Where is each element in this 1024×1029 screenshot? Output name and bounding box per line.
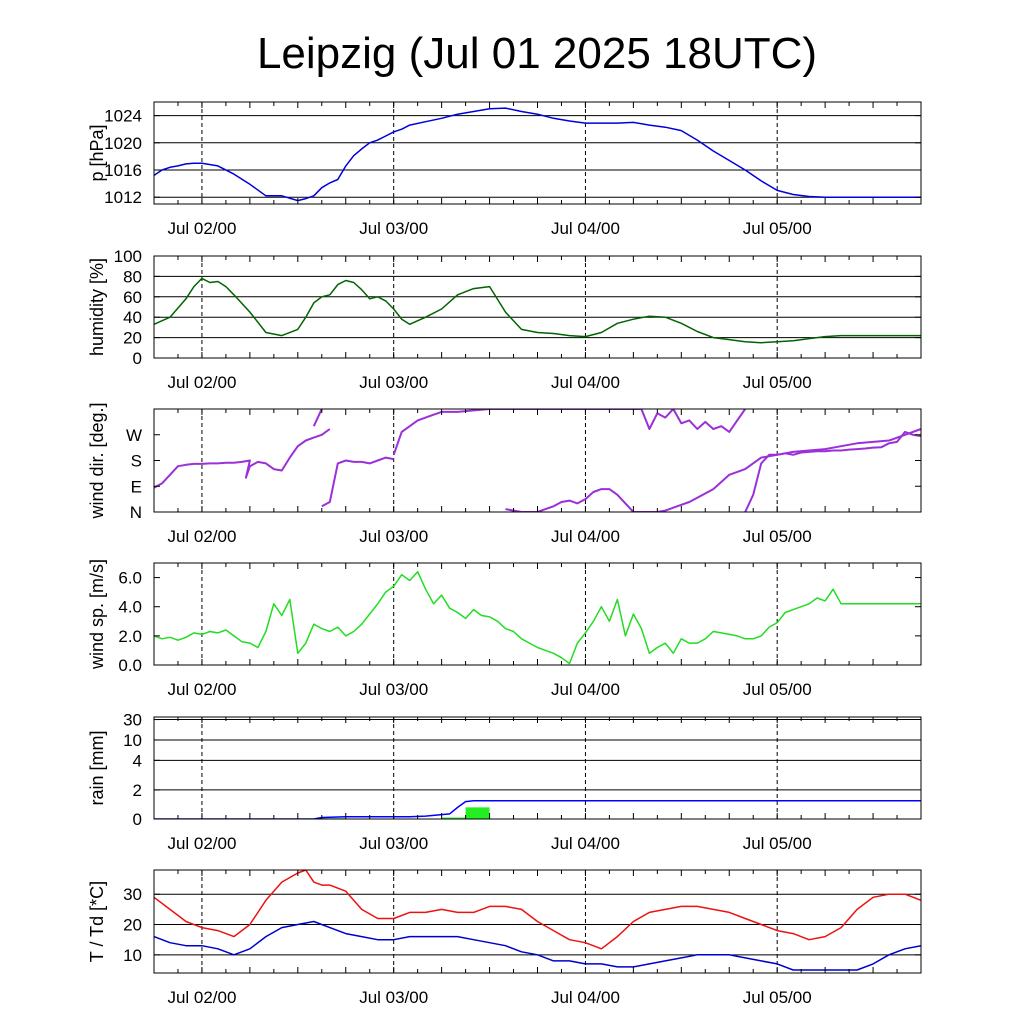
y-tick-label: S xyxy=(131,452,142,471)
panel-frame xyxy=(153,716,922,820)
series-line-wind_speed xyxy=(154,570,921,665)
y-tick-label: 0.0 xyxy=(118,656,142,675)
x-tick-label: Jul 05/00 xyxy=(743,373,812,392)
y-tick-label: 10 xyxy=(123,946,142,965)
x-tick-label: Jul 02/00 xyxy=(167,988,236,1007)
panel-frame xyxy=(153,408,922,513)
x-tick-label: Jul 04/00 xyxy=(551,988,620,1007)
x-tick-label: Jul 03/00 xyxy=(359,834,428,853)
x-tick-label: Jul 05/00 xyxy=(743,219,812,238)
panel-frame xyxy=(153,101,922,205)
y-axis-label: humidity [%] xyxy=(87,258,107,356)
data-group xyxy=(154,570,921,665)
y-axis-label: wind sp. [m/s] xyxy=(87,559,107,670)
rain-bar xyxy=(441,817,466,819)
x-tick-label: Jul 02/00 xyxy=(167,834,236,853)
x-tick-label: Jul 05/00 xyxy=(743,680,812,699)
y-tick-label: 0 xyxy=(133,810,142,829)
x-tick-label: Jul 04/00 xyxy=(551,834,620,853)
x-tick-label: Jul 05/00 xyxy=(743,527,812,546)
y-tick-label: 6.0 xyxy=(118,569,142,588)
wind-dir-segment xyxy=(505,428,921,512)
x-tick-label: Jul 02/00 xyxy=(167,373,236,392)
x-tick-label: Jul 04/00 xyxy=(551,680,620,699)
x-tick-label: Jul 02/00 xyxy=(167,527,236,546)
y-tick-label: 20 xyxy=(123,916,142,935)
wind-dir-segment xyxy=(154,428,331,489)
y-tick-label: 2 xyxy=(133,781,142,800)
y-tick-label: 20 xyxy=(123,329,142,348)
data-group xyxy=(154,870,921,971)
y-tick-label: N xyxy=(130,503,142,522)
x-tick-label: Jul 03/00 xyxy=(359,373,428,392)
y-axis-label: p [hPa] xyxy=(87,124,107,181)
panel-frame xyxy=(153,562,922,666)
x-tick-label: Jul 04/00 xyxy=(551,373,620,392)
wind-dir-segment xyxy=(392,409,642,456)
x-tick-label: Jul 03/00 xyxy=(359,527,428,546)
x-tick-label: Jul 03/00 xyxy=(359,680,428,699)
y-tick-label: 4 xyxy=(133,751,142,770)
y-tick-label: 1016 xyxy=(104,161,142,180)
y-tick-label: 10 xyxy=(123,731,142,750)
panel-temperature-and-dewpoint: 10 20 30 T / Td [*C] Jul 02/00 Jul 03/00 Jul 0… xyxy=(87,869,922,1007)
y-axis-label: T / Td [*C] xyxy=(87,881,107,962)
x-tick-label: Jul 02/00 xyxy=(167,680,236,699)
wind-dir-segment xyxy=(744,430,921,512)
y-tick-label: 40 xyxy=(123,308,142,327)
series-line-humidity xyxy=(154,277,921,344)
y-tick-label: 80 xyxy=(123,267,142,286)
y-tick-label: E xyxy=(131,477,142,496)
y-tick-label: 4.0 xyxy=(118,598,142,617)
panel-frame xyxy=(153,255,922,359)
panel-wind-speed: 0.0 2.0 4.0 6.0 wind sp. [m/s] Jul 02/00 Jul 0… xyxy=(87,559,922,699)
data-group xyxy=(154,107,921,202)
y-axis-label: rain [mm] xyxy=(87,730,107,805)
x-tick-label: Jul 05/00 xyxy=(743,834,812,853)
y-tick-label: 1024 xyxy=(104,107,142,126)
y-tick-label: 1012 xyxy=(104,188,142,207)
series-line-dewpoint xyxy=(154,920,921,971)
x-tick-label: Jul 03/00 xyxy=(359,219,428,238)
y-tick-label: 60 xyxy=(123,288,142,307)
wind-dir-segment xyxy=(633,409,747,433)
y-tick-label: 30 xyxy=(123,885,142,904)
x-tick-label: Jul 02/00 xyxy=(167,219,236,238)
chart-title: Leipzig (Jul 01 2025 18UTC) xyxy=(257,29,817,78)
wind-dir-segment xyxy=(321,456,394,508)
y-tick-label: 0 xyxy=(133,349,142,368)
y-tick-label: 30 xyxy=(123,711,142,730)
x-tick-label: Jul 03/00 xyxy=(359,988,428,1007)
data-group xyxy=(154,277,921,344)
x-tick-label: Jul 04/00 xyxy=(551,527,620,546)
x-tick-label: Jul 05/00 xyxy=(743,988,812,1007)
y-axis-label: wind dir. [deg.] xyxy=(87,402,107,519)
rain-bar xyxy=(465,807,490,819)
series-line-temperature xyxy=(154,870,921,950)
series-line-pressure xyxy=(154,107,921,202)
y-tick-label: 1020 xyxy=(104,134,142,153)
y-tick-label: W xyxy=(126,426,142,445)
x-tick-label: Jul 04/00 xyxy=(551,219,620,238)
y-tick-label: 2.0 xyxy=(118,627,142,646)
data-group xyxy=(154,409,921,512)
wind-dir-segment xyxy=(312,409,323,427)
y-tick-label: 100 xyxy=(114,247,142,266)
